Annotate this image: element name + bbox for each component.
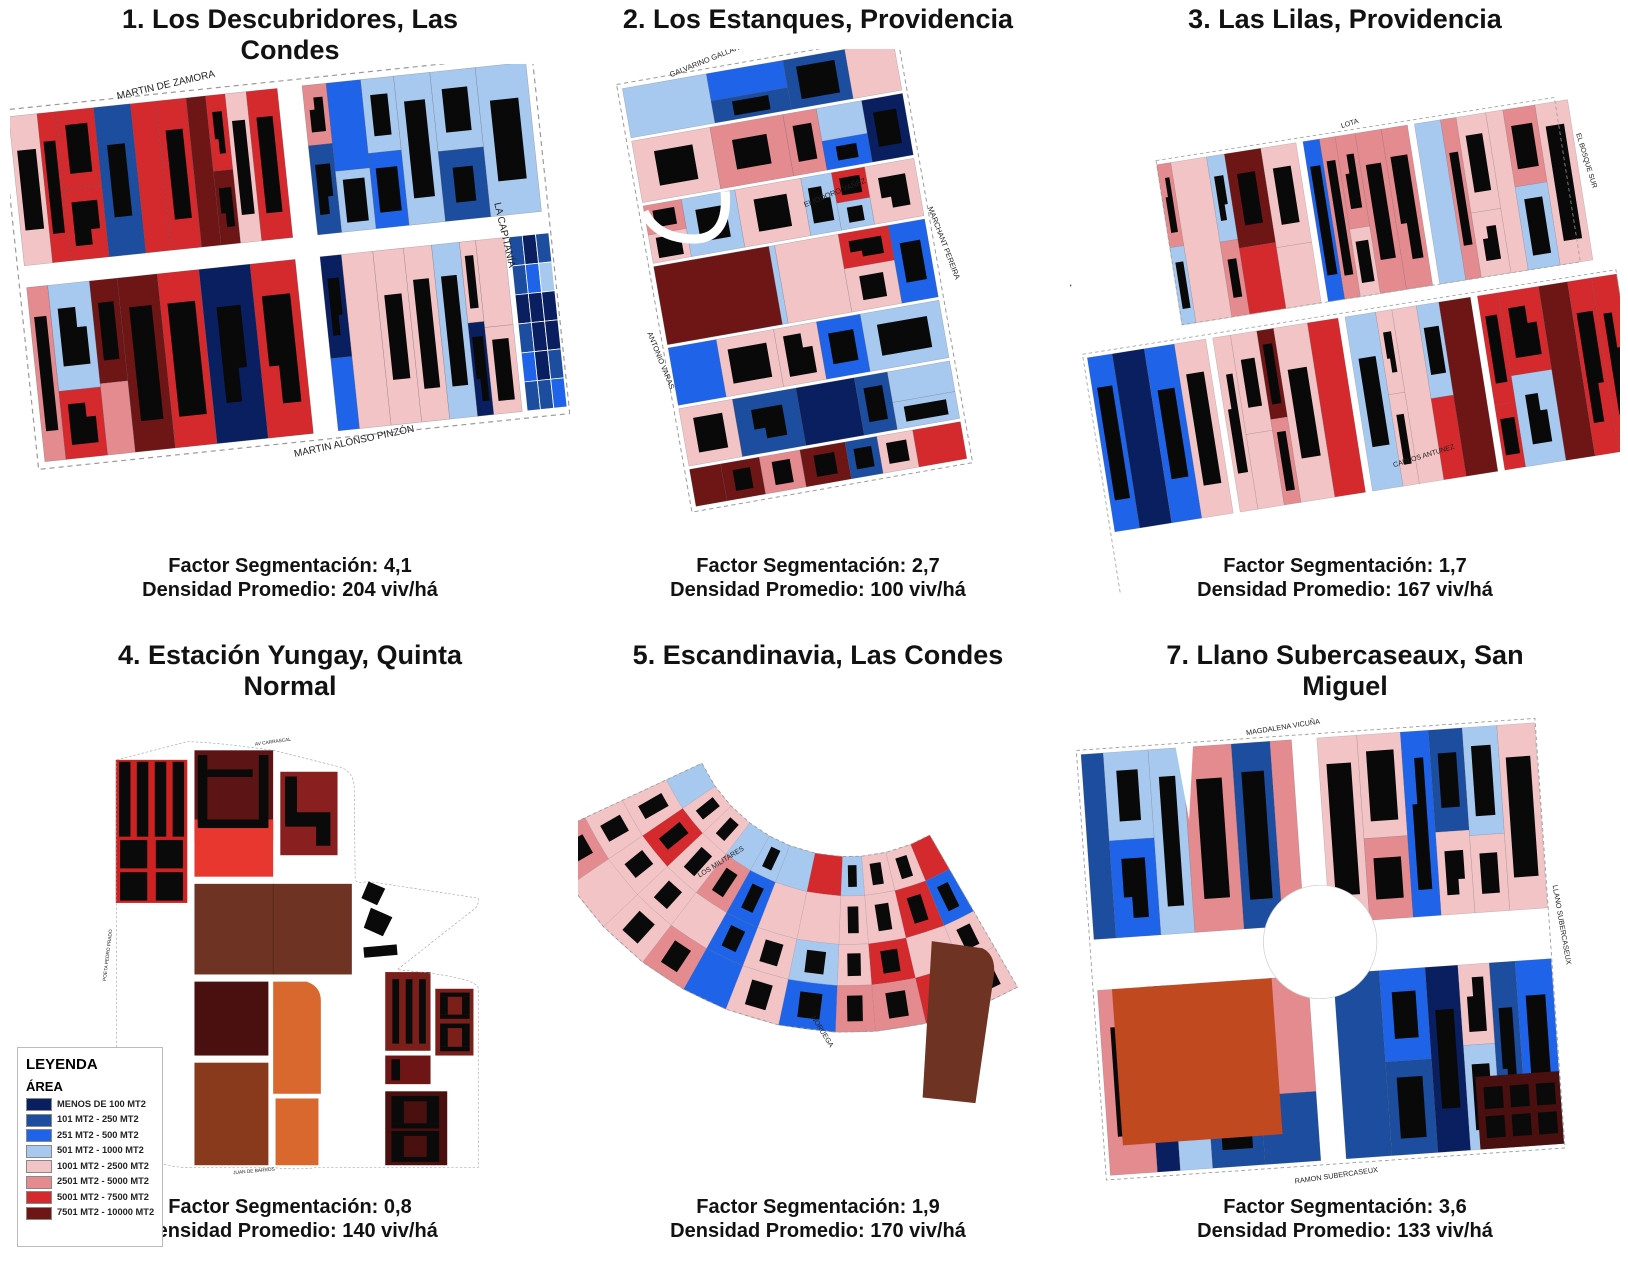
- svg-text:LLANO SUBERCASEUX: LLANO SUBERCASEUX: [1551, 884, 1574, 965]
- svg-text:JUAN DE BARROS: JUAN DE BARROS: [233, 1167, 275, 1177]
- svg-text:AV CARRASCAL: AV CARRASCAL: [255, 737, 292, 748]
- svg-text:HOLANDA: HOLANDA: [1070, 255, 1072, 290]
- svg-text:LOTA: LOTA: [1340, 118, 1359, 130]
- svg-text:POETA PEDRO PRADO: POETA PEDRO PRADO: [102, 929, 114, 982]
- svg-text:MAGDALENA VICUÑA: MAGDALENA VICUÑA: [1245, 717, 1320, 738]
- svg-text:RAMON SUBERCASEUX: RAMON SUBERCASEUX: [1294, 1165, 1379, 1186]
